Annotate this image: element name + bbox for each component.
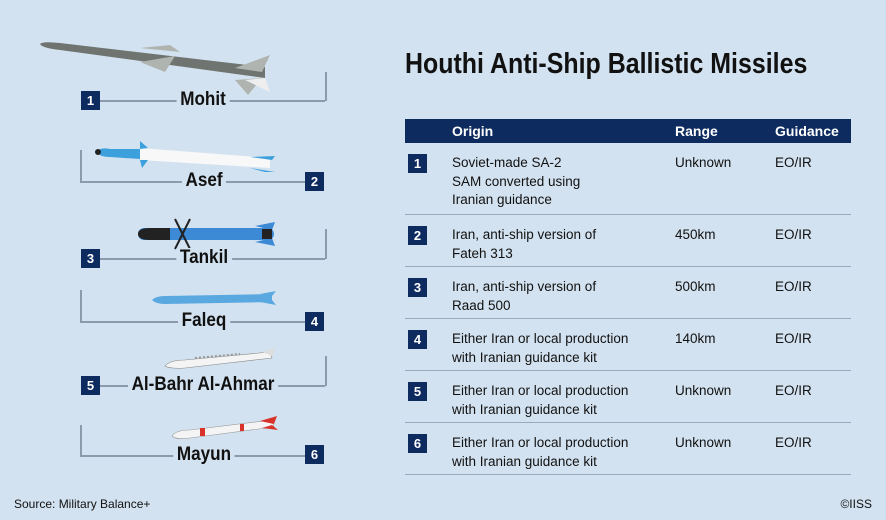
origin-line: Raad 500 <box>452 297 511 313</box>
row-number-badge: 2 <box>408 226 427 245</box>
missile-label-tankil: Tankil <box>176 248 232 268</box>
row-number-badge: 1 <box>408 154 427 173</box>
missile-mohit-image <box>40 42 270 95</box>
origin-cell: Soviet-made SA-2 SAM converted using Irani… <box>452 154 580 210</box>
range-cell: Unknown <box>675 435 732 450</box>
range-cell: 450km <box>675 227 716 242</box>
origin-cell: Iran, anti-ship version of Raad 500 <box>452 278 596 315</box>
guidance-cell: EO/IR <box>775 435 812 450</box>
header-range: Range <box>675 123 718 139</box>
missile-label-mayun: Mayun <box>173 445 235 465</box>
guidance-cell: EO/IR <box>775 331 812 346</box>
missile-badge-3: 3 <box>81 249 100 268</box>
origin-line: Iran, anti-ship version of <box>452 279 597 294</box>
missile-mayun-image <box>171 416 278 439</box>
row-number-badge: 6 <box>408 434 427 453</box>
connector-line <box>80 150 82 181</box>
connector-line <box>80 425 82 455</box>
table-row: 4 Either Iran or local production with Ira… <box>405 319 851 371</box>
range-cell: 500km <box>675 279 716 294</box>
missile-label-al-bahr-al-ahmar: Al-Bahr Al-Ahmar <box>127 375 279 395</box>
header-guidance: Guidance <box>775 123 839 139</box>
missile-illustrations <box>40 42 278 439</box>
missile-badge-6: 6 <box>305 445 324 464</box>
table-row: 3 Iran, anti-ship version of Raad 500 500km… <box>405 267 851 319</box>
copyright: ©IISS <box>840 497 872 511</box>
missile-badge-5: 5 <box>81 376 100 395</box>
missile-faleq-image <box>152 291 276 305</box>
table-row: 5 Either Iran or local production with Ira… <box>405 371 851 423</box>
table-row: 6 Either Iran or local production with Ira… <box>405 423 851 475</box>
origin-cell: Either Iran or local production with Iran… <box>452 330 628 367</box>
missile-asef-image <box>95 141 275 172</box>
table-header: Origin Range Guidance <box>405 119 851 143</box>
origin-line: Either Iran or local production <box>452 383 629 398</box>
connector-line <box>325 72 327 101</box>
connector-line <box>80 290 82 321</box>
origin-line: with Iranian guidance kit <box>452 453 597 469</box>
missile-badge-1: 1 <box>81 91 100 110</box>
origin-line: SAM converted using <box>452 173 581 189</box>
missile-badge-4: 4 <box>305 312 324 331</box>
guidance-cell: EO/IR <box>775 155 812 170</box>
origin-line: Either Iran or local production <box>452 331 629 346</box>
origin-line: with Iranian guidance kit <box>452 401 597 417</box>
page-title: Houthi Anti-Ship Ballistic Missiles <box>405 48 808 80</box>
missile-label-faleq: Faleq <box>178 311 230 331</box>
range-cell: Unknown <box>675 383 732 398</box>
origin-line: Iranian guidance <box>452 192 552 207</box>
origin-cell: Either Iran or local production with Iran… <box>452 434 628 471</box>
guidance-cell: EO/IR <box>775 383 812 398</box>
table-row: 1 Soviet-made SA-2 SAM converted using Iran… <box>405 143 851 215</box>
range-cell: 140km <box>675 331 716 346</box>
missile-label-mohit: Mohit <box>176 90 230 110</box>
guidance-cell: EO/IR <box>775 227 812 242</box>
missile-tankil-image <box>138 218 275 250</box>
missile-label-asef: Asef <box>181 171 227 191</box>
origin-line: Either Iran or local production <box>452 435 629 450</box>
range-cell: Unknown <box>675 155 732 170</box>
table-row: 2 Iran, anti-ship version of Fateh 313 450k… <box>405 215 851 267</box>
origin-line: Iran, anti-ship version of <box>452 227 597 242</box>
missile-al-bahr-al-ahmar-image <box>164 348 276 369</box>
row-number-badge: 5 <box>408 382 427 401</box>
connector-line <box>325 229 327 259</box>
origin-line: Soviet-made SA-2 <box>452 155 562 170</box>
header-origin: Origin <box>452 123 494 139</box>
source-note: Source: Military Balance+ <box>14 497 151 511</box>
origin-cell: Iran, anti-ship version of Fateh 313 <box>452 226 596 263</box>
connector-line <box>325 356 327 386</box>
row-number-badge: 3 <box>408 278 427 297</box>
origin-cell: Either Iran or local production with Iran… <box>452 382 628 419</box>
origin-line: Fateh 313 <box>452 245 513 261</box>
missile-badge-2: 2 <box>305 172 324 191</box>
origin-line: with Iranian guidance kit <box>452 349 597 365</box>
guidance-cell: EO/IR <box>775 279 812 294</box>
row-number-badge: 4 <box>408 330 427 349</box>
